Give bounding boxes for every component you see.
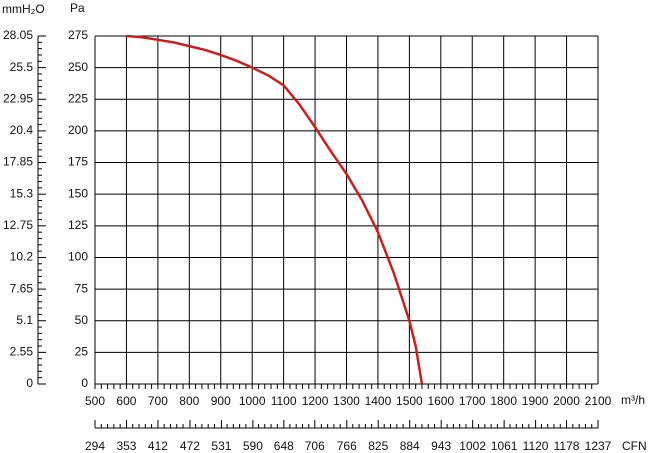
- y2-tick-label: 22.95: [3, 91, 33, 105]
- y2-tick-label: 10.2: [10, 250, 34, 264]
- x-tick-label: 2000: [553, 394, 580, 408]
- x2-tick-label: 766: [337, 439, 357, 453]
- x-tick-label: 1800: [490, 394, 517, 408]
- x-tick-label: 500: [85, 394, 105, 408]
- x2-tick-label: 648: [274, 439, 294, 453]
- x2-tick-label: 412: [148, 439, 168, 453]
- y-tick-label: 50: [75, 313, 89, 327]
- performance-curve: [126, 34, 424, 385]
- y2-tick-label: 5.1: [16, 313, 33, 327]
- x-tick-label: 1900: [522, 394, 549, 408]
- y-tick-label: 125: [68, 218, 88, 232]
- x-tick-label: 700: [148, 394, 168, 408]
- x-axis-label: m³/h: [621, 393, 645, 407]
- x2-tick-label: 943: [431, 439, 451, 453]
- x2-tick-label: 1237: [585, 439, 612, 453]
- y2-tick-label: 7.65: [10, 281, 34, 295]
- y-tick-label: 250: [68, 60, 88, 74]
- y2-tick-label: 25.5: [10, 60, 34, 74]
- x2-tick-label: 590: [243, 439, 263, 453]
- y2-tick-label: 2.55: [10, 345, 34, 359]
- y-tick-label: 275: [68, 28, 88, 42]
- y-tick-label: 100: [68, 250, 88, 264]
- x-tick-label: 1700: [459, 394, 486, 408]
- x2-tick-label: 1120: [523, 439, 549, 453]
- x2-tick-label: 472: [180, 439, 200, 453]
- x2-tick-label: 706: [305, 439, 325, 453]
- y2-tick-label: 15.3: [10, 186, 34, 200]
- x2-tick-label: 294: [85, 439, 105, 453]
- y-tick-label: 25: [75, 345, 89, 359]
- x2-tick-label: 825: [368, 439, 388, 453]
- y-tick-label: 0: [81, 376, 88, 390]
- y-tick-label: 150: [68, 186, 88, 200]
- x2-tick-label: 531: [211, 439, 231, 453]
- x-tick-label: 2100: [585, 394, 612, 408]
- x-tick-label: 600: [116, 394, 136, 408]
- y-tick-label: 225: [68, 91, 88, 105]
- x-tick-label: 1000: [239, 394, 266, 408]
- x2-axis-label: CFN: [622, 439, 647, 453]
- x2-tick-label: 1002: [459, 439, 486, 453]
- y2-tick-label: 20.4: [10, 123, 34, 137]
- x2-tick-label: 884: [400, 439, 420, 453]
- x2-tick-label: 353: [116, 439, 136, 453]
- x2-tick-label: 1178: [554, 439, 580, 453]
- y2-tick-label: 0: [26, 376, 33, 390]
- x-tick-label: 800: [179, 394, 199, 408]
- y2-axis-label: mmH₂O: [2, 2, 45, 16]
- x-tick-label: 1300: [333, 394, 360, 408]
- y-tick-label: 75: [75, 281, 89, 295]
- y2-tick-label: 17.85: [3, 155, 33, 169]
- x-tick-label: 1400: [365, 394, 392, 408]
- x-tick-label: 900: [211, 394, 231, 408]
- y2-tick-label: 28.05: [3, 28, 33, 42]
- x-tick-label: 1500: [396, 394, 423, 408]
- x-tick-label: 1600: [427, 394, 454, 408]
- y-tick-label: 200: [68, 123, 88, 137]
- y-tick-label: 175: [68, 155, 88, 169]
- x-tick-label: 1100: [271, 394, 297, 408]
- x2-tick-label: 1061: [491, 439, 518, 453]
- x-tick-label: 1200: [302, 394, 329, 408]
- y-axis-label: Pa: [70, 1, 85, 15]
- y2-tick-label: 12.75: [3, 218, 33, 232]
